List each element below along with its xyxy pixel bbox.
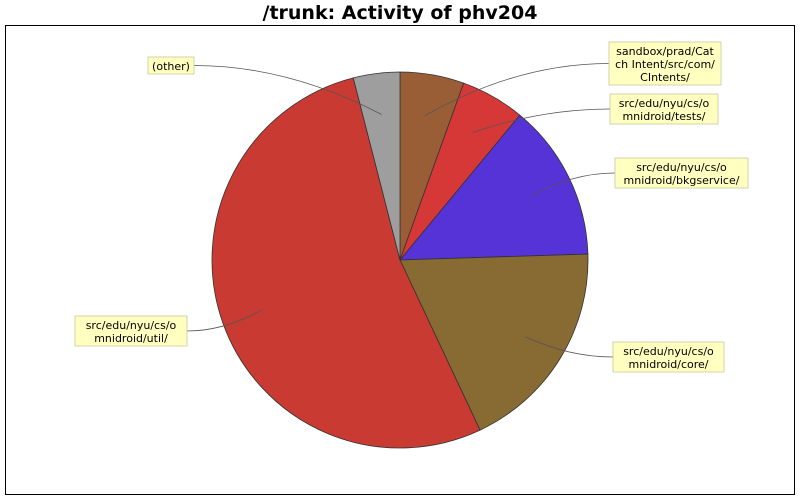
slice-label-box (74, 315, 188, 347)
slice-label-text: CIntents/ (640, 71, 690, 84)
label-leader-line (425, 63, 610, 116)
slice-label-text: src/edu/nyu/cs/o (619, 97, 710, 110)
slice-label-text: mnidroid/bkgservice/ (624, 174, 740, 187)
slice-label-box (147, 56, 195, 75)
slice-label-box (614, 157, 749, 189)
pie-slice (399, 114, 589, 261)
slice-label-text: mnidroid/tests/ (622, 110, 705, 123)
pie-slice (211, 77, 481, 449)
label-leader-line (531, 172, 616, 196)
slice-label-text: mnidroid/util/ (94, 332, 168, 345)
slice-label-text: src/edu/nyu/cs/o (623, 345, 714, 358)
slice-label-text: (other) (152, 60, 190, 73)
label-leader-lines (186, 63, 616, 358)
label-leader-line (193, 65, 382, 115)
pie-slice (352, 71, 401, 261)
slice-label-text: src/edu/nyu/cs/o (86, 319, 177, 332)
slice-label-text: mnidroid/core/ (628, 358, 708, 371)
chart-title: /trunk: Activity of phv204 (262, 2, 538, 24)
slice-label-box (608, 41, 722, 86)
label-leader-line (186, 309, 263, 332)
slice-label: (other) (147, 56, 195, 75)
pie-slices (211, 71, 589, 449)
slice-label-text: src/edu/nyu/cs/o (636, 161, 727, 174)
label-leader-line (524, 336, 614, 358)
slice-label-box (609, 93, 719, 125)
slice-label-text: ch Intent/src/com/ (615, 58, 715, 71)
pie-slice (399, 253, 589, 431)
slice-label-text: sandbox/prad/Cat (616, 45, 714, 58)
slice-label-box (612, 341, 725, 373)
label-leader-line (472, 108, 611, 133)
